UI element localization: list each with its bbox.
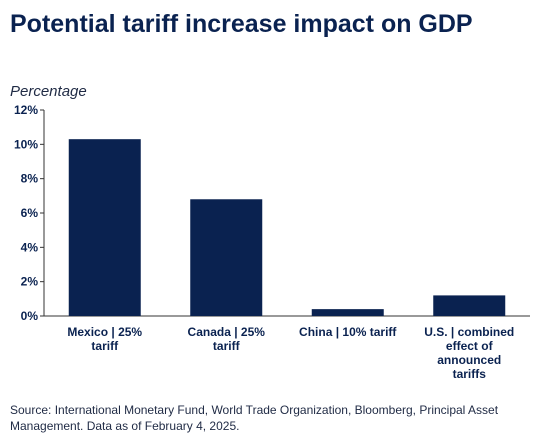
y-axis-label: Percentage	[10, 83, 87, 100]
y-tick-label: 8%	[21, 172, 39, 186]
y-tick-label: 10%	[14, 137, 38, 151]
x-tick-label: Canada | 25% tariff	[188, 325, 266, 353]
bar	[190, 199, 263, 316]
x-tick-label: Mexico | 25% tariff	[67, 325, 142, 353]
bars	[68, 139, 506, 316]
x-axis-labels: Mexico | 25% tariff Canada | 25% tariff Chin…	[67, 325, 514, 381]
source-note: Source: International Monetary Fund, Wor…	[10, 403, 499, 433]
y-tick-label: 6%	[21, 206, 39, 220]
y-tick-label: 12%	[14, 103, 38, 117]
y-tick-label: 4%	[21, 240, 39, 254]
bar	[311, 309, 384, 316]
bar-chart: Percentage 0% 2% 4% 6% 8% 10% 12% Mexico | 25%…	[10, 83, 530, 381]
bar	[68, 139, 141, 316]
y-tick-label: 2%	[21, 275, 39, 289]
x-tick-label: U.S. | combined effect of announced tariffs	[424, 325, 514, 381]
y-tick-label: 0%	[21, 309, 39, 323]
bar	[433, 295, 506, 316]
chart-title: Potential tariff increase impact on GDP	[10, 10, 473, 38]
x-tick-label: China | 10% tariff	[299, 325, 397, 339]
